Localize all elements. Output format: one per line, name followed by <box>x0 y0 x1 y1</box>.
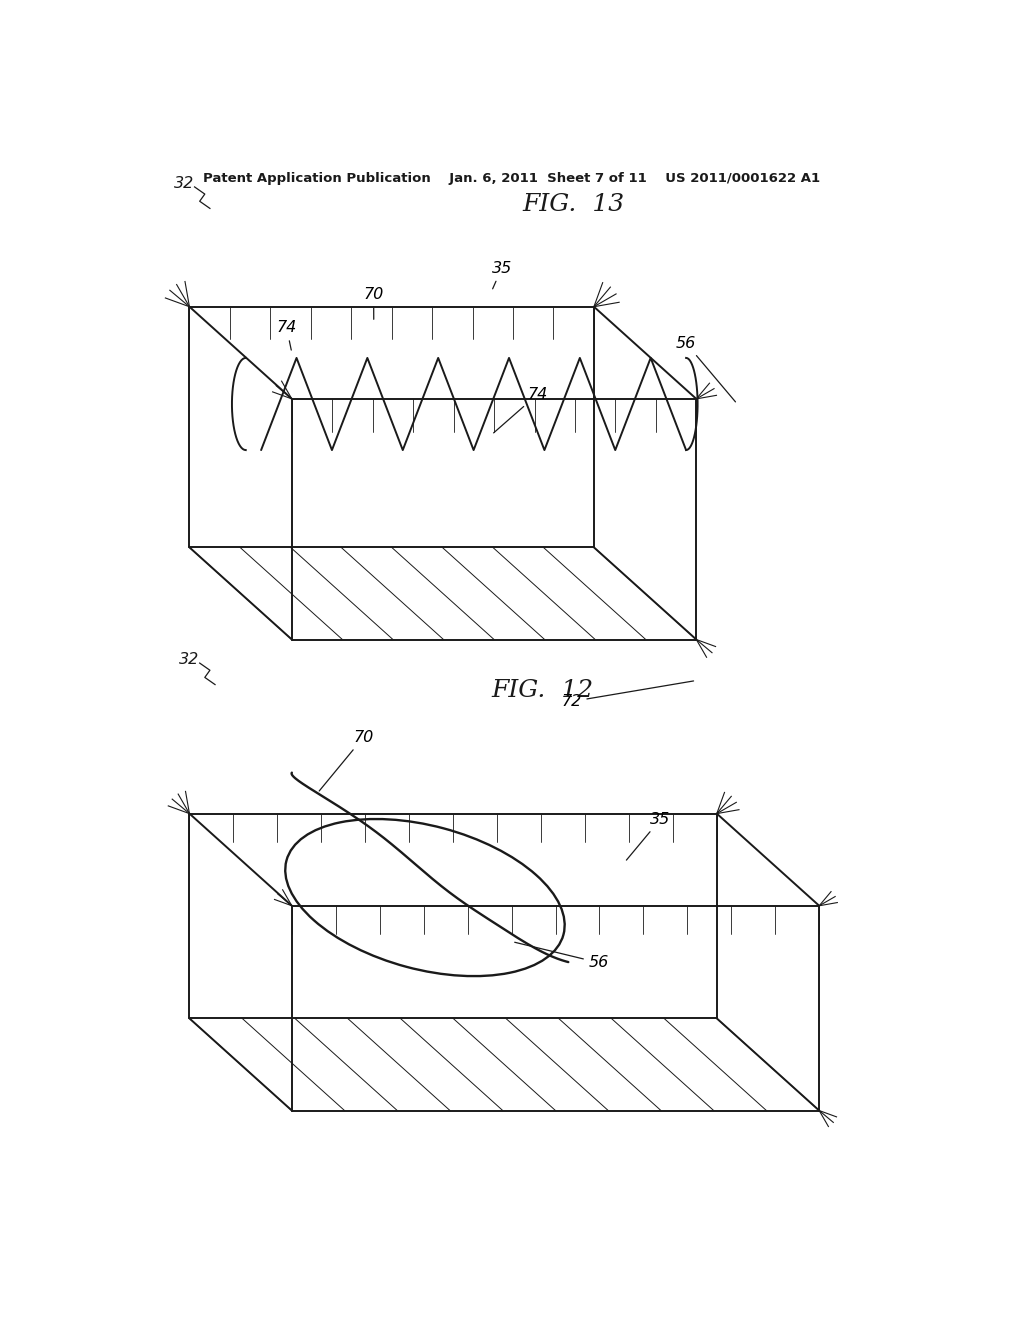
Text: 35: 35 <box>492 261 512 289</box>
Text: 74: 74 <box>494 387 548 433</box>
Text: Patent Application Publication    Jan. 6, 2011  Sheet 7 of 11    US 2011/0001622: Patent Application Publication Jan. 6, 2… <box>204 172 820 185</box>
Text: 35: 35 <box>627 812 671 861</box>
Text: FIG.  12: FIG. 12 <box>492 680 594 702</box>
Text: 32: 32 <box>174 177 195 191</box>
Text: 56: 56 <box>676 335 735 401</box>
Text: FIG.  13: FIG. 13 <box>522 193 625 216</box>
Text: 32: 32 <box>179 652 200 668</box>
Text: 56: 56 <box>515 942 609 970</box>
Text: 70: 70 <box>364 286 384 319</box>
Text: 70: 70 <box>319 730 374 791</box>
Text: 74: 74 <box>276 321 297 350</box>
Text: 72: 72 <box>561 681 693 709</box>
